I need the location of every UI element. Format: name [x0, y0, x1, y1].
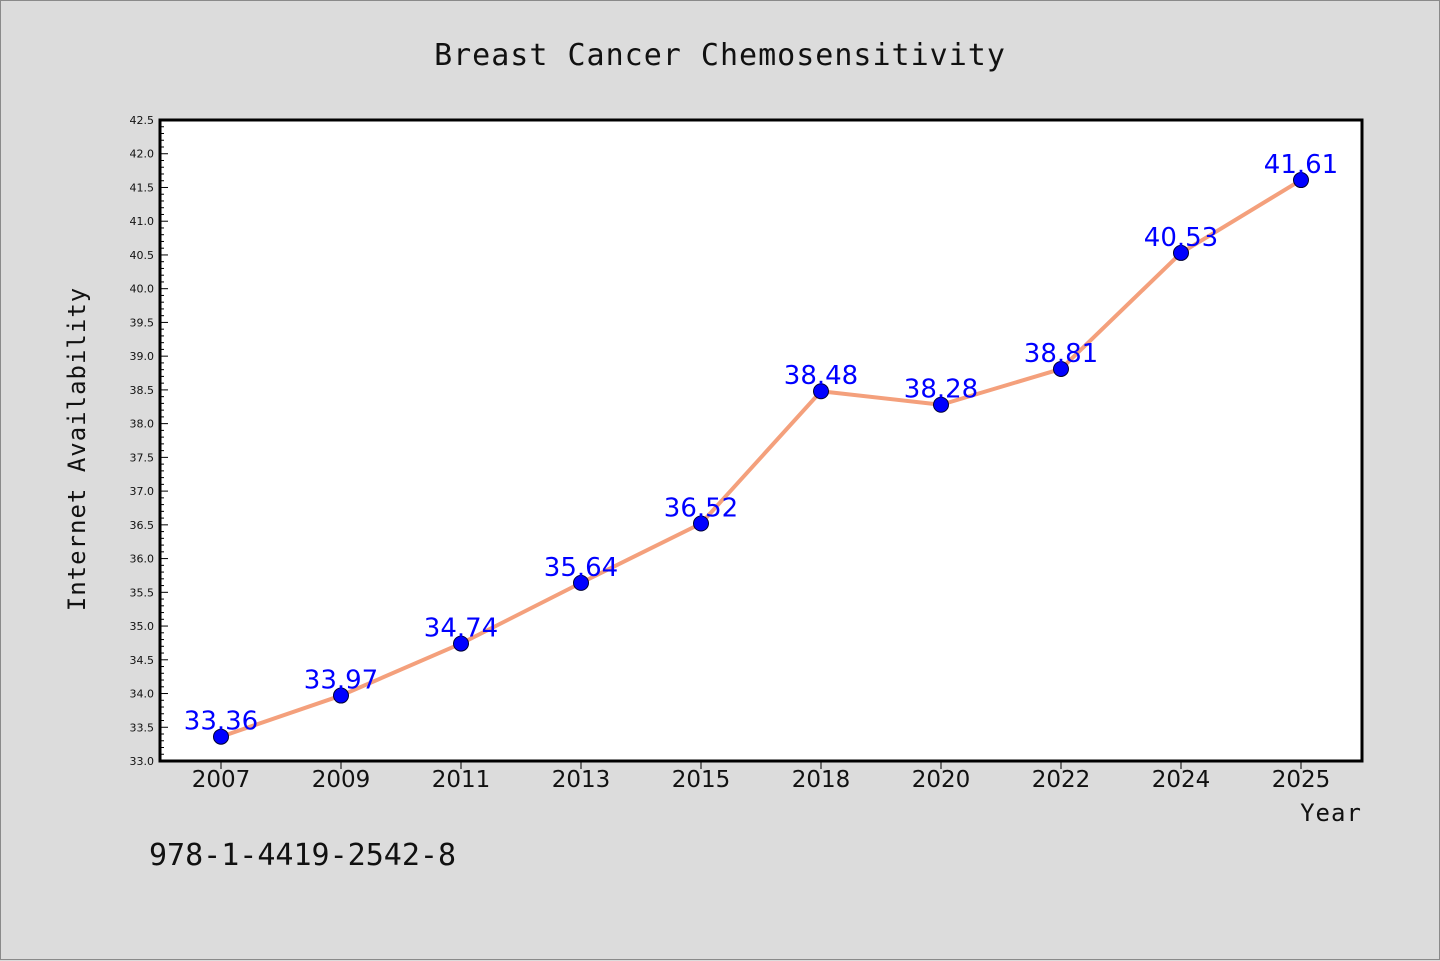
y-axis: 33.0 33.5 34.0 34.5 35.0 35.5 36.0 36.5 37.0 37.5…: [130, 114, 168, 768]
data-point: [1293, 172, 1309, 189]
x-axis-label: Year: [1300, 799, 1362, 827]
data-label: 35.64: [544, 553, 618, 583]
y-tick-label: 42.5: [130, 114, 155, 127]
data-point: [333, 687, 349, 704]
x-tick-label: 2018: [792, 767, 851, 793]
data-point: [813, 383, 829, 400]
x-tick-label: 2007: [192, 767, 251, 793]
y-tick-label: 37.0: [130, 485, 155, 498]
data-point: [693, 515, 709, 532]
plot-area: [160, 120, 1362, 761]
data-label: 33.36: [184, 707, 258, 737]
data-point: [453, 635, 469, 652]
y-tick-label: 38.0: [130, 418, 155, 431]
x-axis: 2007 2009 2011 2013 2015 2018 2020 2022 2024 2025: [192, 761, 1331, 793]
data-label: 38.81: [1024, 339, 1098, 369]
y-tick-label: 41.5: [130, 181, 155, 194]
x-tick-label: 2013: [552, 767, 611, 793]
data-point: [573, 574, 589, 591]
y-axis-label: Internet Availability: [63, 287, 91, 611]
x-tick-label: 2015: [672, 767, 731, 793]
series-group: [213, 172, 1309, 745]
x-tick-label: 2025: [1272, 767, 1331, 793]
data-label: 38.28: [904, 375, 978, 405]
data-label: 36.52: [664, 493, 738, 523]
plot-frame: [158, 118, 1364, 763]
chart-title: Breast Cancer Chemosensitivity: [434, 38, 1006, 73]
y-tick-label: 42.0: [130, 148, 155, 161]
y-tick-label: 33.5: [130, 721, 155, 734]
data-label: 41.61: [1264, 150, 1338, 180]
data-point: [933, 396, 949, 413]
data-label: 40.53: [1144, 223, 1218, 253]
y-tick-label: 34.5: [130, 654, 155, 667]
y-tick-label: 35.5: [130, 586, 155, 599]
y-tick-label: 35.0: [130, 620, 155, 633]
data-label: 34.74: [424, 614, 498, 644]
y-tick-label: 37.5: [130, 451, 155, 464]
data-point: [213, 728, 229, 745]
y-tick-label: 36.0: [130, 553, 155, 566]
y-tick-label: 40.0: [130, 283, 155, 296]
y-tick-label: 39.5: [130, 316, 155, 329]
x-tick-label: 2022: [1032, 767, 1091, 793]
y-tick-label: 36.5: [130, 519, 155, 532]
x-tick-label: 2024: [1152, 767, 1211, 793]
data-point: [1053, 360, 1069, 377]
x-tick-label: 2020: [912, 767, 971, 793]
y-tick-label: 40.5: [130, 249, 155, 262]
series-line: [219, 178, 1303, 739]
data-point: [1173, 244, 1189, 261]
y-tick-label: 38.5: [130, 384, 155, 397]
y-tick-label: 34.0: [130, 688, 155, 701]
isbn-text: 978-1-4419-2542-8: [149, 838, 456, 873]
x-tick-label: 2009: [312, 767, 371, 793]
data-label-group: 33.36 33.97 34.74 35.64 36.52 38.48 38.28 38.81…: [184, 150, 1338, 737]
y-tick-label: 33.0: [130, 755, 155, 768]
y-tick-label: 41.0: [130, 215, 155, 228]
x-tick-label: 2011: [432, 767, 491, 793]
data-label: 38.48: [784, 361, 858, 391]
y-tick-label: 39.0: [130, 350, 155, 363]
data-label: 33.97: [304, 666, 378, 696]
